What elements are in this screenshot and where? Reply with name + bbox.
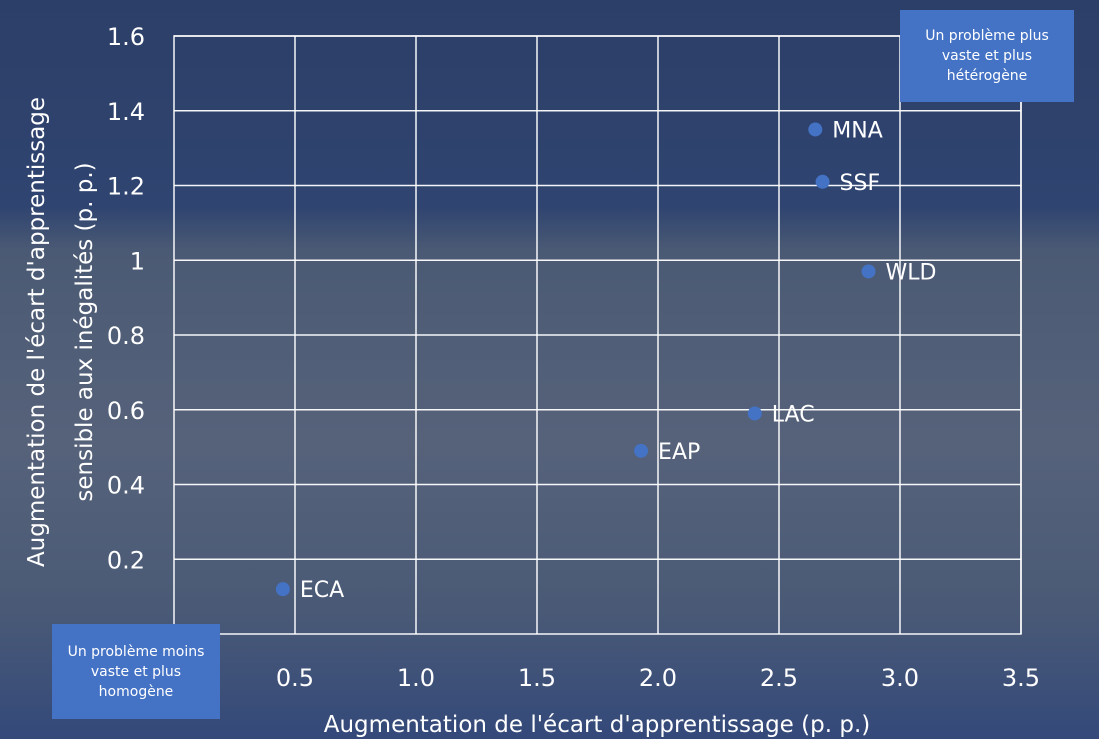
y-axis-title-line-2: sensible aux inégalités (p. p.) xyxy=(72,162,98,501)
y-tick-label: 0.4 xyxy=(107,472,145,500)
y-axis-title-line-1: Augmentation de l'écart d'apprentissage xyxy=(24,97,50,567)
y-tick-label: 1.4 xyxy=(107,98,145,126)
data-points xyxy=(275,122,876,597)
point-label-ssf: SSF xyxy=(840,171,881,196)
x-tick-label: 1.0 xyxy=(397,664,435,692)
chart-grid xyxy=(173,35,1022,635)
data-point-ssf xyxy=(815,174,830,189)
y-tick-label: 1.6 xyxy=(107,23,145,51)
point-label-wld: WLD xyxy=(886,260,937,285)
y-axis-title: Augmentation de l'écart d'apprentissage … xyxy=(24,97,98,567)
y-tick-label: 1.2 xyxy=(107,173,145,201)
data-point-eca xyxy=(275,582,290,597)
point-labels: MNA SSF WLD LAC EAP ECA xyxy=(300,118,937,603)
annotation-bottom-left: Un problème moins vaste et plus homogène xyxy=(52,624,220,719)
x-tick-label: 0.5 xyxy=(276,664,314,692)
y-tick-labels: 0.2 0.4 0.6 0.8 1 1.2 1.4 1.6 xyxy=(107,23,145,574)
data-point-mna xyxy=(808,122,823,137)
x-tick-label: 3.0 xyxy=(881,664,919,692)
annotation-top-right: Un problème plus vaste et plus hétérogèn… xyxy=(900,10,1074,102)
data-point-wld xyxy=(861,264,876,279)
data-point-eap xyxy=(634,443,649,458)
point-label-eap: EAP xyxy=(658,440,700,465)
x-tick-label: 1.5 xyxy=(518,664,556,692)
point-label-lac: LAC xyxy=(772,402,815,427)
y-tick-label: 0.2 xyxy=(107,546,145,574)
y-tick-label: 0.6 xyxy=(107,397,145,425)
data-point-lac xyxy=(747,406,762,421)
x-axis-title: Augmentation de l'écart d'apprentissage … xyxy=(324,712,870,738)
y-tick-label: 1 xyxy=(130,247,145,275)
point-label-mna: MNA xyxy=(832,118,883,143)
x-tick-label: 3.5 xyxy=(1002,664,1040,692)
x-tick-label: 2.0 xyxy=(639,664,677,692)
x-tick-label: 2.5 xyxy=(760,664,798,692)
y-tick-label: 0.8 xyxy=(107,322,145,350)
point-label-eca: ECA xyxy=(300,578,344,603)
x-tick-labels: 0.5 1.0 1.5 2.0 2.5 3.0 3.5 xyxy=(276,664,1040,692)
